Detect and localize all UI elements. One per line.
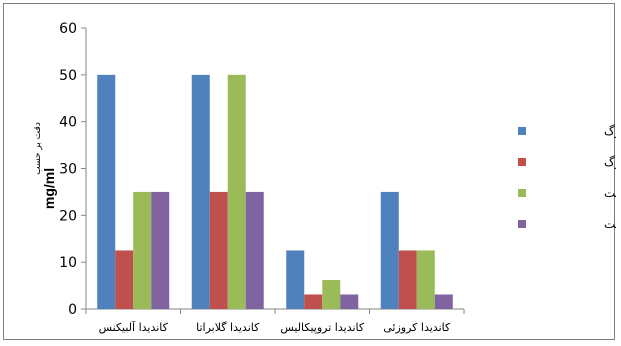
legend-label: عصاره الکلی پوست (604, 217, 616, 232)
bar (304, 294, 323, 309)
bar (398, 250, 417, 309)
y-tick-label: 30 (59, 162, 77, 178)
bar (209, 191, 228, 309)
bar (322, 279, 341, 309)
y-axis-ticks: 0 10 20 30 40 50 60 (59, 21, 86, 318)
y-axis-subtitle: دقت بر حسب (33, 122, 43, 175)
legend-swatch (518, 158, 526, 166)
legend: عصاره آبی برگ عصاره الکلی برگ عصاره آبی پو… (518, 123, 616, 232)
bar (286, 250, 305, 309)
y-axis-label: mg/ml دقت بر حسب (33, 122, 57, 209)
legend-swatch (518, 189, 526, 197)
legend-label: عصاره آبی برگ (604, 123, 616, 139)
bar (434, 294, 453, 309)
bar (416, 250, 435, 309)
legend-swatch (518, 220, 526, 228)
x-category-label: کاندیدا گلابراتا (196, 321, 260, 334)
bar (380, 191, 399, 309)
bars (97, 74, 453, 309)
bar (151, 191, 170, 309)
y-tick-label: 10 (59, 255, 77, 271)
bar (191, 74, 210, 309)
bar (97, 74, 116, 309)
x-axis-labels: کاندیدا آلبیکنس کاندیدا گلابراتا کاندیدا ت… (99, 320, 451, 334)
y-tick-label: 60 (59, 21, 77, 37)
y-tick-label: 40 (59, 115, 77, 131)
y-tick-label: 20 (59, 208, 77, 224)
x-category-label: کاندیدا کروزئی (383, 321, 451, 334)
bar (133, 191, 152, 309)
legend-label: عصاره آبی پوست (604, 185, 616, 201)
bar (340, 294, 359, 309)
legend-swatch (518, 127, 526, 135)
bar (245, 191, 264, 309)
legend-label: عصاره الکلی برگ (604, 155, 616, 170)
bar (227, 74, 246, 309)
bar (115, 250, 134, 309)
y-tick-label: 0 (68, 302, 77, 318)
chart-frame: 0 10 20 30 40 50 60 کاندیدا آلبیکنس کاندیدا گلا… (3, 3, 616, 340)
y-axis-title: mg/ml (41, 168, 57, 209)
y-tick-label: 50 (59, 68, 77, 84)
bar-chart: 0 10 20 30 40 50 60 کاندیدا آلبیکنس کاندیدا گلا… (33, 21, 616, 334)
x-category-label: کاندیدا تروپیکالیس (280, 321, 365, 334)
x-category-label: کاندیدا آلبیکنس (99, 320, 169, 334)
